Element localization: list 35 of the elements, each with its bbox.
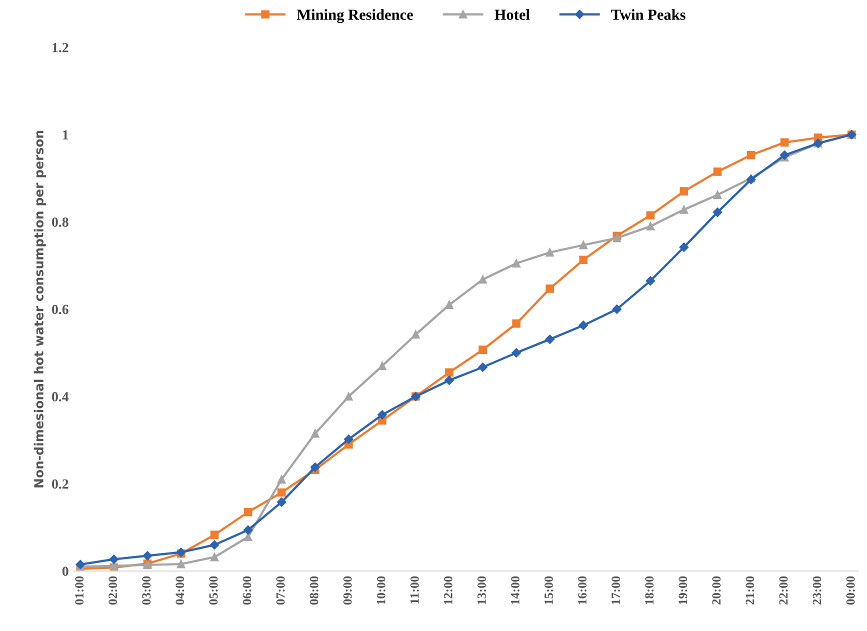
x-tick-label: 21:00 [746,576,754,605]
x-tick-label: 04:00 [176,576,184,605]
x-tick-label: 02:00 [108,576,118,605]
x-tick-label: 13:00 [477,576,486,604]
x-tick-label: 16:00 [578,576,587,604]
x-tick-label: 08:00 [310,576,318,605]
y-axis-title: Non-dimesional hot water consumption per person [34,130,46,488]
x-tick-label: 00:00 [846,576,855,605]
x-tick-label: 17:00 [612,576,620,604]
y-tick-label: 1 [63,130,68,140]
y-tick-label: 0.4 [52,392,69,402]
x-tick-label: 05:00 [209,576,218,605]
x-tick-label: 18:00 [645,576,654,604]
x-tick-label: 20:00 [712,576,721,605]
x-tick-label: 09:00 [343,576,352,605]
legend-label: Mining Residence [296,9,413,24]
y-tick-label: 0.2 [52,479,68,489]
x-tick-label: 12:00 [444,576,452,604]
y-tick-label: 0 [62,566,68,576]
x-tick-label: 03:00 [142,576,151,605]
y-tick-label: 0.8 [52,217,68,227]
x-tick-label: 11:00 [410,576,419,604]
x-tick-label: 06:00 [242,576,252,605]
x-tick-label: 07:00 [276,576,285,605]
x-tick-label: 01:00 [75,576,84,605]
y-tick-label: 0.6 [52,304,68,314]
x-tick-label: 23:00 [812,576,822,605]
x-tick-label: 15:00 [544,576,554,604]
legend-label: Twin Peaks [611,9,686,20]
x-tick-label: 22:00 [779,576,788,605]
x-tick-label: 14:00 [511,576,520,604]
x-tick-label: 19:00 [678,576,688,604]
x-tick-label: 10:00 [376,576,386,604]
legend-label: Hotel [494,9,530,20]
y-tick-label: 1.2 [52,42,68,52]
